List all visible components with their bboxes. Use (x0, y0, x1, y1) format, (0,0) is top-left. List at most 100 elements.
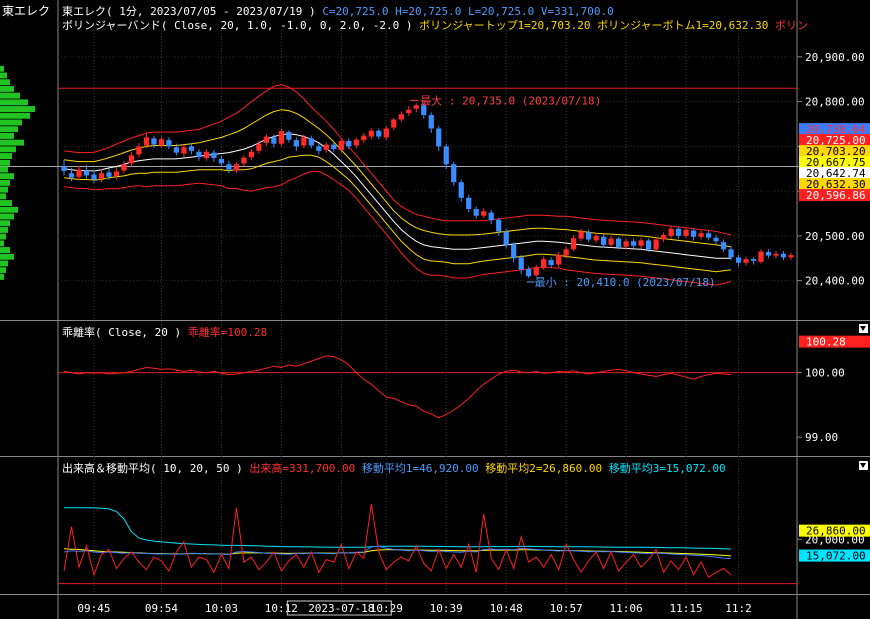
candle-body (241, 157, 247, 164)
candle-body (728, 249, 734, 258)
candle-body (653, 239, 659, 250)
volume-profile-bar (0, 99, 28, 106)
kairi-tag-label: 100.28 (806, 336, 846, 349)
candle-body (136, 146, 142, 155)
kairi-collapse-icon[interactable] (859, 324, 868, 333)
volume-profile-bar (0, 240, 4, 247)
date-box (286, 600, 392, 616)
candle-body (660, 235, 667, 240)
volume-profile-bar (0, 166, 8, 173)
volume-collapse-icon[interactable] (859, 461, 868, 470)
y-tick-label: 20,400.00 (805, 275, 865, 288)
x-tick-label: 11:06 (610, 602, 643, 615)
candle-body (323, 144, 329, 150)
candle-body (83, 170, 90, 176)
bollinger-mid-line (63, 133, 731, 259)
candle-body (668, 228, 674, 236)
candle-body (398, 114, 404, 120)
candle-body (735, 257, 742, 263)
kairi-header-name: 乖離率( Close, 20 ) (62, 326, 182, 339)
volume-profile-bar (0, 92, 20, 99)
volume-profile-bar (0, 112, 30, 119)
candle-body (233, 164, 240, 171)
ma2-tag (799, 524, 870, 537)
y-tick-label: 20,500.00 (805, 230, 865, 243)
candle-body (368, 130, 374, 137)
price-tag-label: 20,667.75 (806, 156, 866, 169)
ma3-line (64, 507, 732, 550)
bollinger-header-name: ボリンジャーバンド( Close, 20, 1.0, -1.0, 0, 2.0,… (62, 19, 413, 32)
candle-body (338, 141, 344, 150)
volume-value-label: 出来高=331,700.00 (249, 462, 356, 475)
volume-profile-bar (0, 72, 7, 79)
price-tag (799, 145, 870, 158)
kairi-value-label: 乖離率=100.28 (187, 326, 268, 339)
candle-body (391, 119, 397, 128)
volume-header: 出来高＆移動平均( 10, 20, 50 ) 出来高=331,700.00 移動… (62, 460, 726, 476)
candle-body (203, 151, 210, 159)
candle-body (586, 232, 592, 240)
volume-profile-bar (0, 159, 10, 166)
candle-body (211, 152, 217, 159)
candle-body (436, 128, 442, 147)
price-tag-label: 20,632.30 (806, 178, 866, 191)
price-tag-label: 20,642.74 (806, 167, 866, 180)
price-tag (799, 167, 870, 180)
candle-body (511, 244, 517, 259)
price-tag (799, 178, 870, 191)
candle-body (773, 253, 779, 256)
price-tag (799, 189, 870, 202)
candle-body (503, 231, 509, 245)
candle-body (720, 242, 727, 250)
x-tick-label: 11:15 (670, 602, 703, 615)
volume-profile-bar (0, 253, 14, 260)
y-tick-label: 100.00 (805, 367, 845, 380)
candle-body (675, 228, 682, 236)
candle-body (713, 237, 719, 242)
candle-body (473, 209, 479, 216)
candle-body (556, 254, 562, 265)
candle-body (256, 143, 262, 151)
volume-profile-bar (0, 273, 4, 280)
volume-profile-bar (0, 132, 14, 139)
candle-body (743, 259, 749, 263)
y-tick-label: 99.00 (805, 431, 838, 444)
x-tick-label: 10:48 (490, 602, 523, 615)
candle-body (128, 155, 135, 164)
candle-body (623, 241, 629, 247)
candle-body (91, 174, 97, 180)
volume-profile-bar (0, 247, 10, 254)
candle-body (383, 128, 389, 138)
candle-body (571, 238, 577, 250)
candle-body (293, 140, 299, 147)
price-header-ohlcv: C=20,725.0 H=20,725.0 L=20,725.0 V=331,7… (322, 5, 614, 18)
candle-body (443, 146, 449, 165)
candle-body (98, 173, 105, 179)
x-tick-label: 10:12 (265, 602, 298, 615)
volume-profile-bar (0, 200, 12, 207)
candle-body (166, 140, 172, 147)
candle-body (106, 172, 112, 177)
volume-profile-bar (0, 153, 12, 160)
volume-profile-bar (0, 206, 18, 213)
price-header-name: 東エレク( 1分, 2023/07/05 - 2023/07/19 ) (62, 5, 316, 18)
price-header-line1: 東エレク( 1分, 2023/07/05 - 2023/07/19 ) C=20… (62, 3, 614, 19)
volume-profile-bar (0, 193, 6, 200)
candle-body (263, 136, 269, 143)
x-tick-label: 10:03 (205, 602, 238, 615)
volume-profile-bar (0, 173, 14, 180)
ma2-tag-label: 26,860.00 (806, 525, 866, 538)
candle-body (466, 197, 472, 210)
candle-body (353, 139, 359, 146)
candle-body (548, 260, 554, 265)
candle-body (331, 144, 337, 150)
candle-body (638, 240, 644, 246)
candle-body (481, 211, 487, 216)
candle-body (608, 238, 614, 245)
bollinger-top-label: ボリンジャートップ1=20,703.20 (419, 19, 591, 32)
candle-body (113, 171, 120, 176)
volume-profile-bar (0, 226, 8, 233)
price-tag-label: 20,703.20 (806, 145, 866, 158)
volume-profile-bar (0, 213, 14, 220)
candle-body (533, 267, 539, 276)
